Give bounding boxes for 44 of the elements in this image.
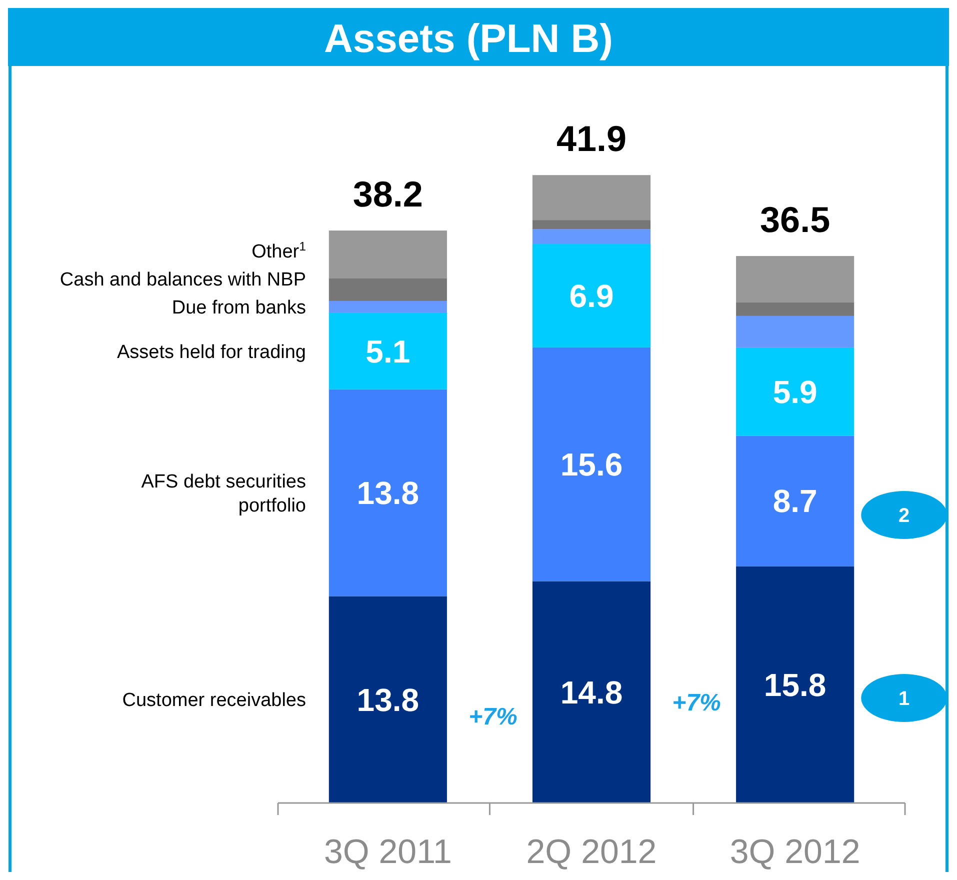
bar — [532, 220, 651, 230]
bar — [736, 302, 854, 316]
bar — [328, 596, 447, 803]
data-label: 15.8 — [764, 666, 826, 703]
bar — [328, 278, 447, 301]
data-label: 6.9 — [569, 278, 614, 314]
total-label: 38.2 — [352, 174, 423, 215]
annotation: 2 — [898, 505, 910, 527]
series-label: Assets held for trading — [116, 342, 306, 363]
annotation: +7% — [672, 689, 721, 716]
data-label: 5.9 — [772, 374, 818, 410]
chart-title: Assets (PLN B) — [324, 17, 613, 61]
bar — [532, 244, 651, 348]
bar — [736, 347, 854, 436]
bar — [736, 436, 854, 566]
bar — [532, 229, 651, 244]
bar — [532, 175, 651, 220]
total-label: 36.5 — [760, 199, 830, 240]
x-tick-label: 3Q 2012 — [730, 833, 860, 871]
bar — [532, 347, 651, 582]
data-label: 13.8 — [356, 682, 420, 718]
series-label: Other$^{1}$ — [252, 240, 306, 263]
bar — [328, 230, 447, 278]
bar — [532, 581, 651, 803]
bar — [736, 316, 854, 348]
bar — [328, 312, 447, 390]
data-label: 5.1 — [366, 333, 410, 370]
data-label: 15.6 — [560, 446, 623, 483]
series-label: Cash and balances with NBP — [60, 270, 306, 291]
bar — [736, 256, 854, 302]
x-tick-label: 2Q 2012 — [526, 833, 657, 871]
total-label: 41.9 — [556, 118, 627, 160]
series-label: AFS debt securities portfolio — [141, 471, 306, 516]
bar — [736, 566, 854, 803]
annotation: 1 — [898, 688, 910, 710]
x-tick-label: 3Q 2011 — [324, 833, 452, 871]
series-label: Customer receivables — [122, 690, 306, 712]
annotation: +7% — [468, 703, 518, 730]
data-label: 13.8 — [356, 474, 420, 511]
bar — [328, 389, 447, 596]
data-label: 8.7 — [772, 483, 818, 520]
data-label: 14.8 — [560, 674, 623, 710]
series-label: Due from banks — [172, 298, 306, 319]
bar — [328, 300, 447, 313]
